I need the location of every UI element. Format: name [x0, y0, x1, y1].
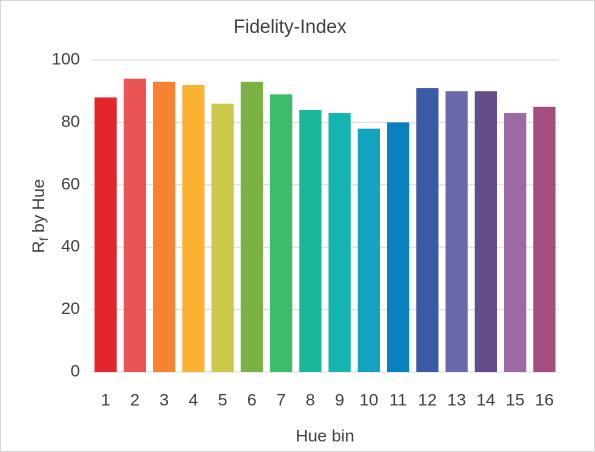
bar: [416, 88, 439, 372]
y-axis-title-sub: f: [37, 237, 51, 241]
bar: [240, 81, 263, 372]
x-tick-label: 13: [447, 390, 466, 409]
x-tick-label: 9: [335, 390, 344, 409]
bar: [182, 84, 205, 373]
bar: [387, 122, 410, 373]
x-tick-label: 16: [535, 390, 554, 409]
x-tick-label: 3: [159, 390, 168, 409]
y-axis-title-suffix: by Hue: [29, 179, 48, 238]
x-tick-label: 12: [418, 390, 437, 409]
bar: [211, 103, 234, 373]
y-tick-label: 100: [52, 49, 80, 68]
y-axis-title: Rf by Hue: [29, 179, 51, 253]
x-axis-title: Hue bin: [296, 426, 355, 445]
bar: [299, 109, 322, 373]
y-tick-label: 20: [61, 299, 80, 318]
x-tick-label: 11: [389, 390, 407, 409]
y-tick-label: 0: [71, 361, 80, 380]
x-tick-label: 7: [276, 390, 285, 409]
x-tick-label: 1: [101, 390, 110, 409]
y-tick-label: 80: [61, 112, 80, 131]
bar: [328, 113, 351, 372]
x-tick-label: 10: [359, 390, 378, 409]
chart-title: Fidelity-Index: [234, 17, 347, 38]
y-axis-title-main: R: [29, 241, 48, 253]
x-tick-label: 8: [306, 390, 315, 409]
x-tick-label: 15: [506, 390, 525, 409]
bar: [153, 81, 176, 372]
bar: [474, 91, 497, 372]
bar: [445, 91, 468, 372]
x-tick-label: 4: [189, 390, 198, 409]
x-tick-label: 2: [130, 390, 139, 409]
bar: [504, 113, 527, 372]
bar: [357, 128, 380, 372]
x-tick-label: 6: [247, 390, 256, 409]
bar: [123, 78, 146, 372]
y-tick-label: 40: [61, 237, 80, 256]
x-tick-label: 5: [218, 390, 227, 409]
bar: [270, 94, 293, 372]
y-tick-label: 60: [61, 174, 80, 193]
bar: [94, 97, 117, 372]
x-tick-label: 14: [476, 390, 495, 409]
bar: [533, 106, 556, 373]
